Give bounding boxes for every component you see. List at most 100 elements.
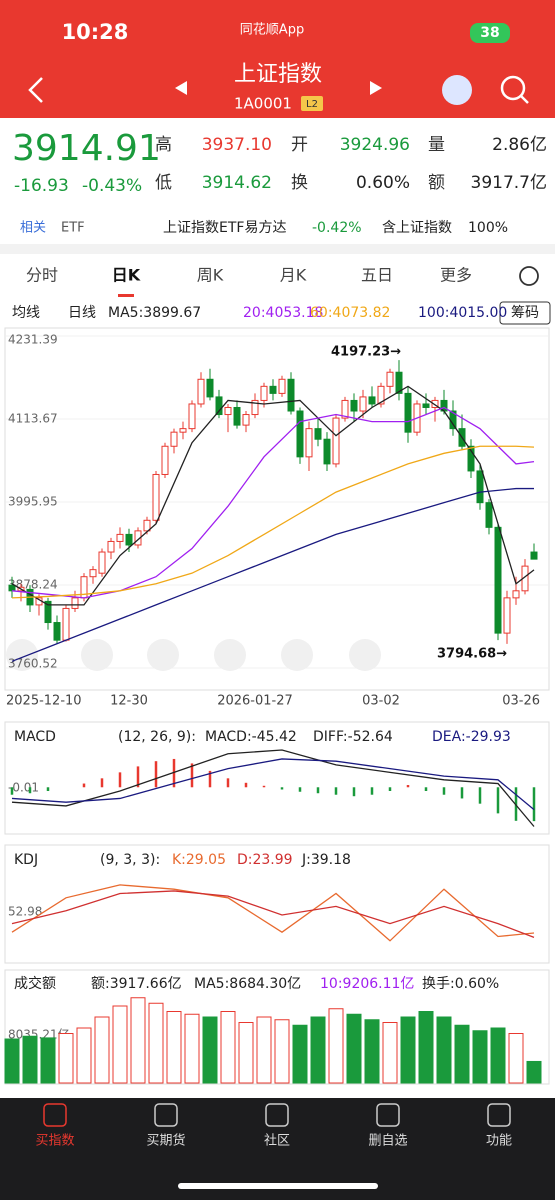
macd-name[interactable]: MACD (14, 729, 56, 745)
k-line (11, 884, 535, 942)
volume-bar (382, 1022, 398, 1084)
ma20-legend: 20:4053.18 (243, 305, 323, 321)
diff-line (11, 749, 535, 827)
candle-body (224, 406, 232, 416)
nav-item[interactable]: 买期货 (146, 1133, 185, 1149)
nav-item[interactable]: 删自选 (368, 1134, 407, 1149)
price: 3914.91 (12, 128, 161, 169)
dea-line (11, 758, 535, 811)
volume-bar (112, 1005, 128, 1084)
candle-body (269, 385, 277, 394)
candle-body (323, 438, 331, 465)
app-name: 同花顺App (240, 22, 304, 38)
level-badge (301, 96, 323, 111)
nav-item[interactable]: 买指数 (35, 1134, 74, 1149)
volume-bar (76, 1027, 92, 1084)
candle-body (359, 396, 367, 412)
search-icon-handle (520, 95, 529, 104)
macd-frame (4, 721, 550, 835)
nav-icon[interactable] (487, 1103, 511, 1127)
next-button[interactable] (370, 81, 382, 95)
candle-body (8, 584, 16, 592)
assistant-icon[interactable] (442, 75, 472, 105)
x-tick-label: 03-26 (502, 694, 540, 709)
kdj-name[interactable]: KDJ (14, 852, 38, 868)
volume-bar (436, 1016, 452, 1084)
candle-body (386, 371, 394, 387)
candle-body (467, 445, 475, 472)
volume-bar (508, 1033, 524, 1084)
candle-body (125, 533, 133, 546)
candle-body (350, 399, 358, 412)
tab[interactable]: 更多 (440, 266, 472, 285)
level: L2 (306, 99, 318, 110)
ma-line (11, 445, 535, 599)
volume-bar (490, 1027, 506, 1084)
j-value: J:39.18 (301, 852, 351, 868)
holding: 含上证指数 (382, 220, 452, 236)
candle-body (197, 378, 205, 405)
volume-bar (202, 1016, 218, 1084)
tab[interactable]: 周K (197, 266, 224, 285)
chart-controls (6, 639, 381, 671)
holding-pct: 100% (468, 220, 508, 236)
scroll-left-button[interactable] (214, 639, 246, 671)
search-icon[interactable] (500, 75, 526, 101)
chips[interactable]: 筹码 (511, 304, 539, 321)
candle-body (152, 473, 160, 521)
ma100-legend: 100:4015.00 (418, 305, 507, 321)
volume-bar (472, 1030, 488, 1084)
ma-mode[interactable]: 均线 (12, 305, 40, 321)
candle-body (215, 396, 223, 416)
related-tag: 相关 (20, 221, 46, 236)
zoom-in-button[interactable] (81, 639, 113, 671)
kdj-frame (4, 844, 550, 964)
volume-bar (346, 1013, 362, 1084)
turnover: 0.60% (356, 173, 410, 193)
nav-item[interactable]: 功能 (486, 1134, 512, 1149)
zoom-out-button[interactable] (147, 639, 179, 671)
nav-item[interactable]: 社区 (264, 1133, 290, 1149)
candle-body (260, 385, 268, 401)
chips-button[interactable] (499, 301, 551, 325)
candle-body (368, 396, 376, 405)
nav-icon[interactable] (154, 1103, 178, 1127)
tab[interactable]: 日K (112, 266, 141, 285)
fund[interactable]: 上证指数ETF易方达 (163, 220, 286, 236)
back-button[interactable] (28, 77, 43, 103)
tab[interactable]: 月K (280, 266, 307, 285)
volume-name[interactable]: 成交额 (14, 975, 56, 992)
volume-bar (184, 1013, 200, 1084)
home-indicator (178, 1183, 378, 1189)
open-label: 开 (291, 135, 308, 155)
tab[interactable]: 五日 (361, 266, 393, 285)
y-tick-label: 4113.67 (8, 412, 58, 426)
candle-body (332, 417, 340, 465)
scroll-right-button[interactable] (281, 639, 313, 671)
candle-body (530, 551, 538, 560)
candle-body (89, 569, 97, 578)
low: 3914.62 (202, 173, 272, 193)
candle-body (512, 590, 520, 599)
chart-frame (4, 327, 550, 691)
volume-bar (4, 1038, 20, 1084)
nav-icon[interactable] (265, 1103, 289, 1127)
nav-icon[interactable] (43, 1103, 67, 1127)
high-label: 高 (155, 135, 172, 155)
candle-body (341, 399, 349, 419)
level-label: 52.98 (8, 905, 42, 919)
zero-label: -0.01 (8, 781, 39, 795)
zoom-left-button[interactable] (6, 639, 38, 671)
volume-bar (526, 1060, 542, 1084)
tab[interactable]: 分时 (26, 266, 58, 285)
nav-icon[interactable] (376, 1103, 400, 1127)
amount: 3917.7亿 (471, 173, 547, 193)
settings-icon[interactable] (519, 266, 539, 286)
candle-body (62, 607, 70, 641)
fullscreen-button[interactable] (349, 639, 381, 671)
prev-button[interactable] (175, 81, 187, 95)
y-tick-label: 3760.52 (8, 657, 58, 671)
volume-bar (40, 1037, 56, 1084)
volume-bar (220, 1011, 236, 1084)
